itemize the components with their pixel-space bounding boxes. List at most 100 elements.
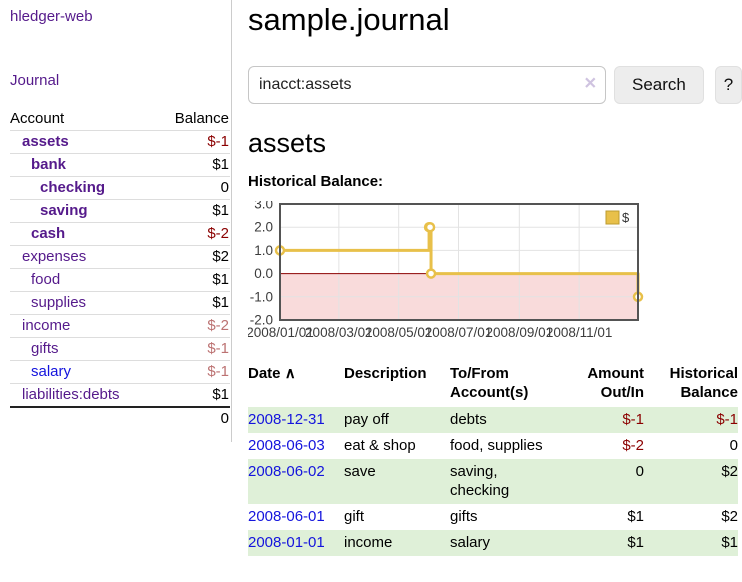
svg-text:2008/01/01: 2008/01/01 xyxy=(248,325,314,340)
account-balance: $1 xyxy=(212,271,229,288)
transaction-amount: $-2 xyxy=(622,437,644,454)
account-link-food[interactable]: food xyxy=(31,271,61,288)
account-link-checking[interactable]: checking xyxy=(40,179,106,196)
transaction-accounts: gifts xyxy=(450,508,478,525)
svg-text:1.0: 1.0 xyxy=(254,243,273,258)
main-content: sample.journal ✕ Search ? assets Histori… xyxy=(232,0,742,556)
transaction-date-link[interactable]: 2008-06-02 xyxy=(248,463,325,480)
transaction-balance: $2 xyxy=(721,463,738,480)
register-row: 2008-06-03 eat & shop food, supplies $-2… xyxy=(248,433,738,459)
account-balance: $1 xyxy=(212,294,229,311)
transaction-description: income xyxy=(344,534,393,551)
account-row: gifts $-1 xyxy=(10,337,230,361)
transaction-balance: $-1 xyxy=(716,411,738,428)
account-balance: $1 xyxy=(212,386,229,403)
svg-text:2008/11/01: 2008/11/01 xyxy=(546,325,613,340)
svg-text:0.0: 0.0 xyxy=(254,266,273,281)
transaction-amount: $-1 xyxy=(622,411,644,428)
account-link-bank[interactable]: bank xyxy=(31,156,67,173)
clear-search-icon[interactable]: ✕ xyxy=(583,75,597,93)
account-balance: $-1 xyxy=(207,363,229,380)
register-header-row: Date ∧ Description To/From Account(s) Am… xyxy=(248,363,738,407)
svg-text:3.0: 3.0 xyxy=(254,201,273,212)
account-balance: $-2 xyxy=(207,317,229,334)
sidebar-item-journal[interactable]: Journal xyxy=(10,72,60,89)
account-link-supplies[interactable]: supplies xyxy=(31,294,87,311)
historical-balance-chart-svg[interactable]: 3.0 2.0 1.0 0.0 -1.0 -2.02008/01/012008/03/01… xyxy=(248,201,650,341)
transaction-accounts: salary xyxy=(450,534,491,551)
account-balance: $1 xyxy=(212,156,229,173)
account-link-income[interactable]: income xyxy=(22,317,71,334)
account-balance: 0 xyxy=(220,179,229,196)
transaction-date-link[interactable]: 2008-01-01 xyxy=(248,534,325,551)
register-row: 2008-01-01 income salary $1 $1 xyxy=(248,530,738,556)
register-row: 2008-06-02 save saving, checking 0 $2 xyxy=(248,459,738,504)
search-input[interactable] xyxy=(248,66,606,104)
account-link-expenses[interactable]: expenses xyxy=(22,248,87,265)
account-link-assets[interactable]: assets xyxy=(22,133,69,150)
account-row: expenses $2 xyxy=(10,245,230,269)
account-row: salary $-1 xyxy=(10,360,230,384)
transaction-date-link[interactable]: 2008-06-03 xyxy=(248,437,325,454)
transaction-description: eat & shop xyxy=(344,437,416,454)
amount-column-header: Amount Out/In xyxy=(587,365,644,401)
search-button[interactable]: Search xyxy=(614,66,704,104)
account-row: liabilities:debts $1 xyxy=(10,383,230,408)
description-column-header: Description xyxy=(344,365,427,382)
balance-column-header: Historical Balance xyxy=(669,365,738,401)
transaction-balance: $1 xyxy=(721,534,738,551)
account-balance: $-1 xyxy=(207,133,229,150)
transaction-accounts: food, supplies xyxy=(450,437,543,454)
account-row: income $-2 xyxy=(10,314,230,338)
transaction-amount: 0 xyxy=(635,463,644,480)
transaction-date-link[interactable]: 2008-12-31 xyxy=(248,411,325,428)
account-link-saving[interactable]: saving xyxy=(40,202,88,219)
svg-text:2008/07/01: 2008/07/01 xyxy=(425,325,493,340)
register-table: Date ∧ Description To/From Account(s) Am… xyxy=(248,363,738,556)
account-link-cash[interactable]: cash xyxy=(31,225,66,242)
brand-link[interactable]: hledger-web xyxy=(10,8,93,25)
register-row: 2008-12-31 pay off debts $-1 $-1 xyxy=(248,407,738,433)
page-title: sample.journal xyxy=(248,2,450,37)
account-link-gifts[interactable]: gifts xyxy=(31,340,59,357)
transaction-date-link[interactable]: 2008-06-01 xyxy=(248,508,325,525)
help-button[interactable]: ? xyxy=(714,66,742,104)
accounts-total-value: 0 xyxy=(220,410,229,427)
register-row: 2008-06-01 gift gifts $1 $2 xyxy=(248,504,738,530)
account-balance: $-1 xyxy=(207,340,229,357)
account-balance: $1 xyxy=(212,202,229,219)
account-link-salary[interactable]: salary xyxy=(31,363,72,380)
account-balance: $2 xyxy=(212,248,229,265)
svg-text:2008/03/01: 2008/03/01 xyxy=(305,325,373,340)
date-column-header: Date ∧ xyxy=(248,365,296,382)
accounts-total-row: 0 xyxy=(10,407,230,430)
account-row: saving $1 xyxy=(10,199,230,223)
search-form: ✕ Search ? xyxy=(248,66,742,104)
chart-label: Historical Balance: xyxy=(248,173,384,190)
accounts-column-header: To/From Account(s) xyxy=(450,365,529,401)
svg-text:2008/09/01: 2008/09/01 xyxy=(486,325,554,340)
svg-text:2008/05/01: 2008/05/01 xyxy=(365,325,433,340)
svg-text:2.0: 2.0 xyxy=(254,220,273,235)
sort-asc-icon: ∧ xyxy=(284,365,296,382)
account-link-liabilities-debts[interactable]: liabilities:debts xyxy=(22,386,120,403)
account-row: assets $-1 xyxy=(10,130,230,154)
accounts-table: Account Balance assets $-1 bank $1 check… xyxy=(10,108,230,430)
accounts-table-header: Account Balance xyxy=(10,108,230,131)
historical-balance-chart[interactable]: 3.0 2.0 1.0 0.0 -1.0 -2.0 2008/01/01 2008/03/01… xyxy=(248,201,742,341)
account-row: cash $-2 xyxy=(10,222,230,246)
svg-text:-2.0: -2.0 xyxy=(250,313,273,328)
account-row: checking 0 xyxy=(10,176,230,200)
transaction-description: save xyxy=(344,463,376,480)
transaction-amount: $1 xyxy=(627,508,644,525)
transaction-accounts: saving, checking xyxy=(450,463,510,499)
account-column-header: Account xyxy=(10,110,65,127)
transaction-description: pay off xyxy=(344,411,389,428)
transaction-description: gift xyxy=(344,508,365,525)
svg-text:$: $ xyxy=(622,210,630,225)
account-row: food $1 xyxy=(10,268,230,292)
transaction-amount: $1 xyxy=(627,534,644,551)
transaction-balance: 0 xyxy=(729,437,738,454)
account-row: supplies $1 xyxy=(10,291,230,315)
balance-column-header: Balance xyxy=(174,110,229,127)
